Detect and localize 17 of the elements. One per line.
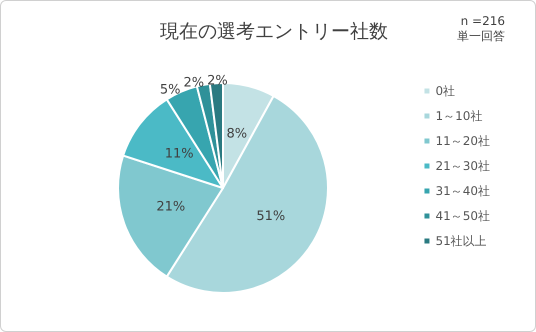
legend-label: 11～20社 — [435, 134, 490, 148]
legend-label: 31～40社 — [435, 184, 490, 198]
legend-label: 0社 — [435, 84, 456, 98]
data-label: 2% — [207, 74, 228, 89]
legend-label: 1～10社 — [435, 109, 482, 123]
data-label: 2% — [184, 75, 204, 90]
data-label: 8% — [226, 126, 248, 142]
legend-label: 41～50社 — [435, 209, 490, 223]
text: 単一回答 — [457, 29, 505, 43]
legend-label: 51社以上 — [435, 234, 487, 248]
data-label: 51% — [256, 208, 286, 224]
text: n =216 — [460, 14, 506, 28]
data-label: 11% — [164, 146, 194, 162]
data-label: 21% — [156, 199, 186, 214]
chart-title: 現在の選考エントリー社数 — [160, 20, 388, 42]
data-label: 5% — [160, 82, 181, 98]
legend-label: 21～30社 — [435, 159, 490, 173]
